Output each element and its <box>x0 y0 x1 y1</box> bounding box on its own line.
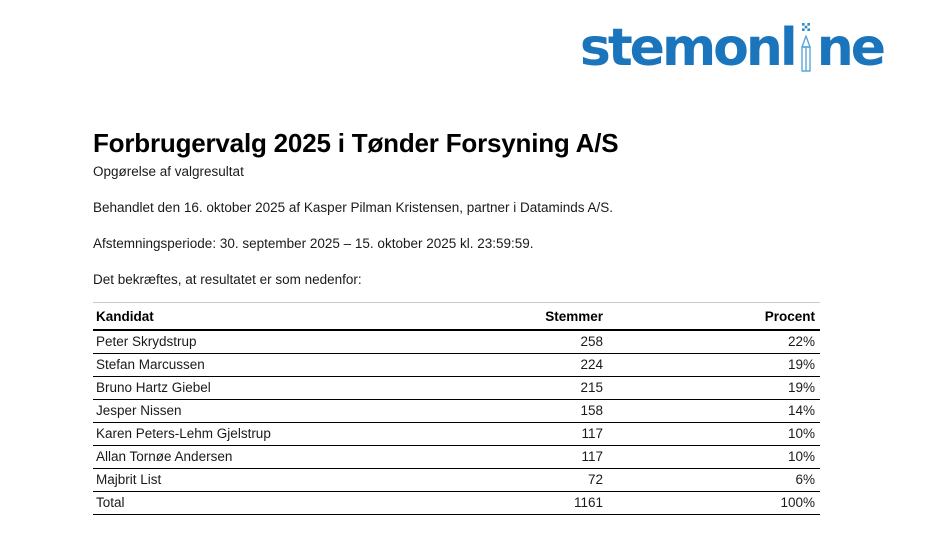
table-header-row: Kandidat Stemmer Procent <box>93 302 820 331</box>
candidate-name-cell: Peter Skrydstrup <box>93 330 463 354</box>
results-table: Kandidat Stemmer Procent Peter Skrydstru… <box>93 302 820 515</box>
percent-cell: 10% <box>603 422 820 446</box>
votes-cell: 117 <box>463 422 603 446</box>
votes-cell: 72 <box>463 468 603 492</box>
candidate-name-cell: Bruno Hartz Giebel <box>93 376 463 400</box>
table-row: Jesper Nissen 158 14% <box>93 399 820 423</box>
percent-cell: 22% <box>603 330 820 354</box>
percent-cell: 10% <box>603 445 820 469</box>
page-subtitle: Opgørelse af valgresultat <box>93 164 244 179</box>
votes-cell: 158 <box>463 399 603 423</box>
column-header-kandidat: Kandidat <box>93 302 463 331</box>
voting-period-line: Afstemningsperiode: 30. september 2025 –… <box>93 236 534 251</box>
votes-cell: 215 <box>463 376 603 400</box>
votes-cell: 224 <box>463 353 603 377</box>
confirmation-line: Det bekræftes, at resultatet er som nede… <box>93 272 362 287</box>
votes-cell: 1161 <box>463 491 603 515</box>
percent-cell: 19% <box>603 353 820 377</box>
percent-cell: 14% <box>603 399 820 423</box>
ballot-cross-icon <box>801 23 810 31</box>
logo-text-right: ne <box>816 18 886 78</box>
table-row: Allan Tornøe Andersen 117 10% <box>93 445 820 469</box>
table-row: Bruno Hartz Giebel 215 19% <box>93 376 820 400</box>
votes-cell: 117 <box>463 445 603 469</box>
candidate-name-cell: Karen Peters-Lehm Gjelstrup <box>93 422 463 446</box>
percent-cell: 19% <box>603 376 820 400</box>
votes-cell: 258 <box>463 330 603 354</box>
column-header-procent: Procent <box>603 302 820 331</box>
page-title: Forbrugervalg 2025 i Tønder Forsyning A/… <box>93 128 619 158</box>
table-row: Total 1161 100% <box>93 491 820 515</box>
table-row: Karen Peters-Lehm Gjelstrup 117 10% <box>93 422 820 446</box>
candidate-name-cell: Majbrit List <box>93 468 463 492</box>
percent-cell: 6% <box>603 468 820 492</box>
table-row: Stefan Marcussen 224 19% <box>93 353 820 377</box>
candidate-name-cell: Total <box>93 491 463 515</box>
table-row: Majbrit List 72 6% <box>93 468 820 492</box>
percent-cell: 100% <box>603 491 820 515</box>
candidate-name-cell: Stefan Marcussen <box>93 353 463 377</box>
stemonline-logo: stemonl ne <box>579 18 886 78</box>
candidate-name-cell: Jesper Nissen <box>93 399 463 423</box>
column-header-stemmer: Stemmer <box>463 302 603 331</box>
logo-text-left: stemonl <box>579 18 798 78</box>
processed-line: Behandlet den 16. oktober 2025 af Kasper… <box>93 200 614 215</box>
candidate-name-cell: Allan Tornøe Andersen <box>93 445 463 469</box>
pencil-ballot-icon <box>798 23 814 73</box>
table-row: Peter Skrydstrup 258 22% <box>93 330 820 354</box>
results-table-body: Peter Skrydstrup 258 22% Stefan Marcussen 22… <box>93 330 820 515</box>
